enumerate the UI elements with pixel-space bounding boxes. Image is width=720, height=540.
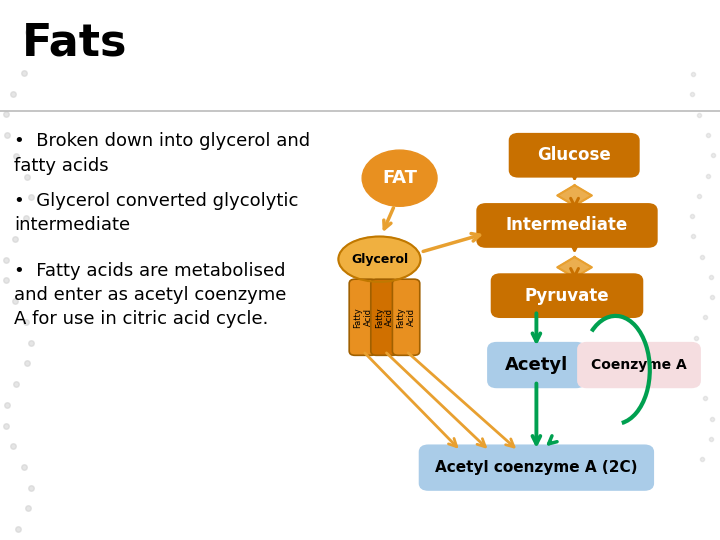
Ellipse shape <box>338 237 420 282</box>
FancyBboxPatch shape <box>371 279 398 355</box>
FancyBboxPatch shape <box>392 279 420 355</box>
Text: Acetyl coenzyme A (2C): Acetyl coenzyme A (2C) <box>435 460 638 475</box>
FancyBboxPatch shape <box>488 343 585 387</box>
Text: Glucose: Glucose <box>537 146 611 164</box>
Text: •  Glycerol converted glycolytic
intermediate: • Glycerol converted glycolytic intermed… <box>14 192 299 234</box>
Text: Fatty
Acid: Fatty Acid <box>375 307 394 328</box>
FancyBboxPatch shape <box>420 446 653 490</box>
Text: •  Broken down into glycerol and
fatty acids: • Broken down into glycerol and fatty ac… <box>14 132 310 174</box>
Text: Glycerol: Glycerol <box>351 253 408 266</box>
Text: Pyruvate: Pyruvate <box>525 287 609 305</box>
Text: Coenzyme A: Coenzyme A <box>591 358 687 372</box>
Polygon shape <box>557 185 592 206</box>
FancyBboxPatch shape <box>510 134 639 177</box>
FancyBboxPatch shape <box>492 274 642 317</box>
Text: Fatty
Acid: Fatty Acid <box>354 307 372 328</box>
Text: Fats: Fats <box>22 22 127 65</box>
Text: Intermediate: Intermediate <box>506 217 628 234</box>
Polygon shape <box>557 257 592 278</box>
FancyBboxPatch shape <box>477 204 657 247</box>
FancyBboxPatch shape <box>349 279 377 355</box>
Text: •  Fatty acids are metabolised
and enter as acetyl coenzyme
A for use in citric : • Fatty acids are metabolised and enter … <box>14 262 287 328</box>
Text: Acetyl: Acetyl <box>505 356 568 374</box>
Text: Fatty
Acid: Fatty Acid <box>397 307 415 328</box>
Circle shape <box>362 150 437 206</box>
FancyBboxPatch shape <box>578 343 700 387</box>
Text: FAT: FAT <box>382 169 417 187</box>
